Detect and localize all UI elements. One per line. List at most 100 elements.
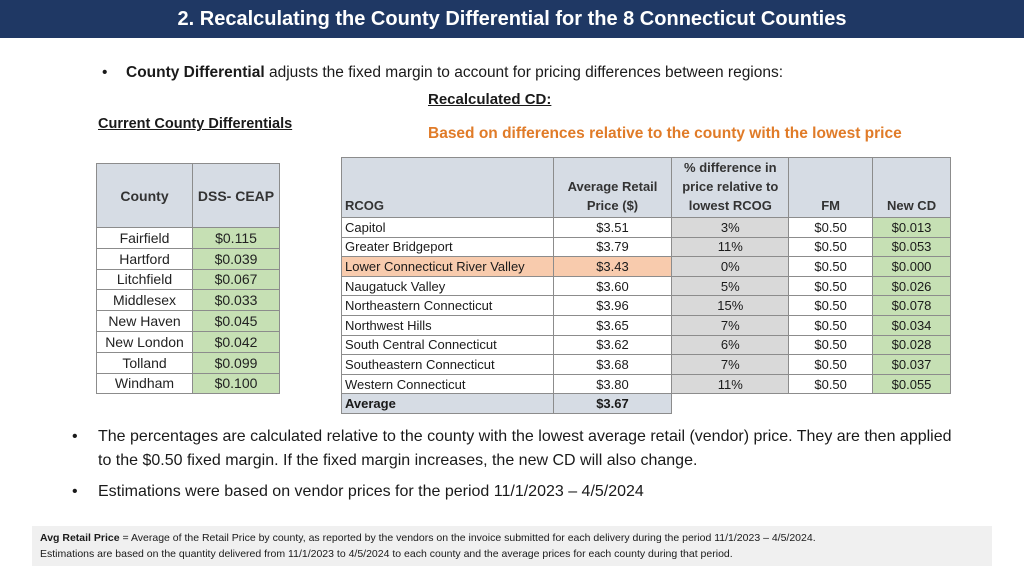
title-bar: 2. Recalculating the County Differential… bbox=[0, 0, 1024, 38]
bullet-icon: • bbox=[102, 64, 108, 81]
rcog-name-cell: Northeastern Connecticut bbox=[341, 295, 554, 316]
fm-cell: $0.50 bbox=[788, 236, 874, 258]
rcog-name-cell: Southeastern Connecticut bbox=[341, 354, 554, 375]
intro-text: adjusts the fixed margin to account for … bbox=[264, 64, 784, 81]
dss-ceap-cell: $0.099 bbox=[192, 351, 280, 374]
fm-cell: $0.50 bbox=[788, 354, 874, 375]
fm-cell: $0.50 bbox=[788, 295, 874, 316]
rcog-name-cell: Greater Bridgeport bbox=[341, 236, 554, 258]
header-new-cd: New CD bbox=[872, 157, 951, 218]
dss-ceap-cell: $0.067 bbox=[192, 268, 280, 291]
county-cell: Windham bbox=[96, 372, 193, 395]
table-row: Hartford $0.039 bbox=[96, 247, 280, 270]
table-row: Western Connecticut $3.80 11% $0.50 $0.055 bbox=[341, 373, 951, 395]
pct-diff-cell: 11% bbox=[671, 373, 790, 395]
county-cell: Fairfield bbox=[96, 227, 193, 249]
new-cd-cell: $0.026 bbox=[872, 275, 951, 297]
county-cell: New London bbox=[96, 330, 193, 353]
table-row: New London $0.042 bbox=[96, 330, 280, 353]
avg-price-cell: $3.60 bbox=[552, 275, 673, 297]
dss-ceap-cell: $0.115 bbox=[192, 227, 280, 249]
page-title: 2. Recalculating the County Differential… bbox=[177, 7, 847, 30]
rcog-name-cell: Western Connecticut bbox=[341, 373, 554, 395]
new-cd-cell: $0.053 bbox=[872, 236, 951, 258]
average-row: Average $3.67 bbox=[341, 393, 951, 414]
footnote-line1: Avg Retail Price = Average of the Retail… bbox=[40, 530, 984, 546]
avg-price-cell: $3.96 bbox=[552, 295, 673, 316]
rcog-name-cell: South Central Connecticut bbox=[341, 334, 554, 356]
dss-ceap-cell: $0.100 bbox=[192, 372, 280, 395]
rcog-name-cell: Naugatuck Valley bbox=[341, 275, 554, 297]
avg-price-cell: $3.51 bbox=[552, 217, 673, 238]
dss-ceap-cell: $0.033 bbox=[192, 289, 280, 312]
fm-cell: $0.50 bbox=[788, 314, 874, 336]
table-row: Middlesex $0.033 bbox=[96, 289, 280, 312]
table-row: Southeastern Connecticut $3.68 7% $0.50 $0.0… bbox=[341, 354, 951, 375]
table-row: New Haven $0.045 bbox=[96, 310, 280, 332]
note-text: Estimations were based on vendor prices … bbox=[98, 483, 644, 500]
header-rcog: RCOG bbox=[341, 157, 554, 218]
table-row: Windham $0.100 bbox=[96, 372, 280, 395]
new-cd-cell: $0.000 bbox=[872, 256, 951, 277]
table-row: Litchfield $0.067 bbox=[96, 268, 280, 291]
new-cd-cell: $0.037 bbox=[872, 354, 951, 375]
table-row: Naugatuck Valley $3.60 5% $0.50 $0.026 bbox=[341, 275, 951, 297]
dss-ceap-cell: $0.045 bbox=[192, 310, 280, 332]
table-row: Greater Bridgeport $3.79 11% $0.50 $0.053 bbox=[341, 236, 951, 258]
footnote: Avg Retail Price = Average of the Retail… bbox=[32, 526, 992, 566]
dss-ceap-cell: $0.039 bbox=[192, 247, 280, 270]
new-cd-cell: $0.028 bbox=[872, 334, 951, 356]
fm-cell: $0.50 bbox=[788, 275, 874, 297]
county-cell: New Haven bbox=[96, 310, 193, 332]
fm-cell: $0.50 bbox=[788, 373, 874, 395]
note-item: • The percentages are calculated relativ… bbox=[72, 425, 952, 473]
county-cell: Middlesex bbox=[96, 289, 193, 312]
pct-diff-cell: 15% bbox=[671, 295, 790, 316]
note-item: • Estimations were based on vendor price… bbox=[72, 480, 952, 504]
avg-price-cell: $3.62 bbox=[552, 334, 673, 356]
dss-ceap-cell: $0.042 bbox=[192, 330, 280, 353]
new-cd-cell: $0.034 bbox=[872, 314, 951, 336]
header-avg-price-line2: Price ($) bbox=[586, 198, 639, 213]
header-pct-diff: % difference in price relative to lowest… bbox=[671, 157, 790, 218]
pct-diff-cell: 11% bbox=[671, 236, 790, 258]
fm-cell: $0.50 bbox=[788, 256, 874, 277]
avg-price-cell: $3.80 bbox=[552, 373, 673, 395]
new-cd-cell: $0.013 bbox=[872, 217, 951, 238]
avg-price-cell: $3.65 bbox=[552, 314, 673, 336]
recalculated-cd-subtitle: Based on differences relative to the cou… bbox=[428, 125, 902, 142]
avg-price-cell: $3.79 bbox=[552, 236, 673, 258]
header-dss-ceap: DSS- CEAP bbox=[192, 163, 280, 228]
table-row: Capitol $3.51 3% $0.50 $0.013 bbox=[341, 217, 951, 238]
header-fm: FM bbox=[788, 157, 874, 218]
rcog-name-cell: Lower Connecticut River Valley bbox=[341, 256, 554, 277]
table-row: Lower Connecticut River Valley $3.43 0% $0.… bbox=[341, 256, 951, 277]
rcog-name-cell: Capitol bbox=[341, 217, 554, 238]
pct-diff-cell: 5% bbox=[671, 275, 790, 297]
blank-cell bbox=[671, 393, 951, 414]
pct-diff-cell: 6% bbox=[671, 334, 790, 356]
pct-diff-cell: 7% bbox=[671, 314, 790, 336]
rcog-name-cell: Northwest Hills bbox=[341, 314, 554, 336]
bullet-icon: • bbox=[72, 428, 78, 445]
intro-bullet: • County Differential adjusts the fixed m… bbox=[102, 64, 783, 82]
table-row: Tolland $0.099 bbox=[96, 351, 280, 374]
bullet-icon: • bbox=[72, 483, 78, 500]
county-cell: Hartford bbox=[96, 247, 193, 270]
recalculated-cd-label: Recalculated CD: bbox=[428, 91, 552, 108]
table-row: Northwest Hills $3.65 7% $0.50 $0.034 bbox=[341, 314, 951, 336]
notes-list: • The percentages are calculated relativ… bbox=[72, 425, 952, 511]
avg-price-cell: $3.68 bbox=[552, 354, 673, 375]
county-cell: Tolland bbox=[96, 351, 193, 374]
fm-cell: $0.50 bbox=[788, 334, 874, 356]
table-row: Northeastern Connecticut $3.96 15% $0.50 $0.… bbox=[341, 295, 951, 316]
table-row: South Central Connecticut $3.62 6% $0.50 $0.… bbox=[341, 334, 951, 356]
county-cell: Litchfield bbox=[96, 268, 193, 291]
pct-diff-cell: 0% bbox=[671, 256, 790, 277]
header-avg-price: Average Retail Price ($) bbox=[552, 157, 673, 218]
pct-diff-cell: 3% bbox=[671, 217, 790, 238]
average-label: Average bbox=[341, 393, 554, 414]
note-text: The percentages are calculated relative … bbox=[98, 428, 952, 469]
average-price: $3.67 bbox=[552, 393, 673, 414]
header-pct-line1: % difference in bbox=[684, 160, 777, 175]
